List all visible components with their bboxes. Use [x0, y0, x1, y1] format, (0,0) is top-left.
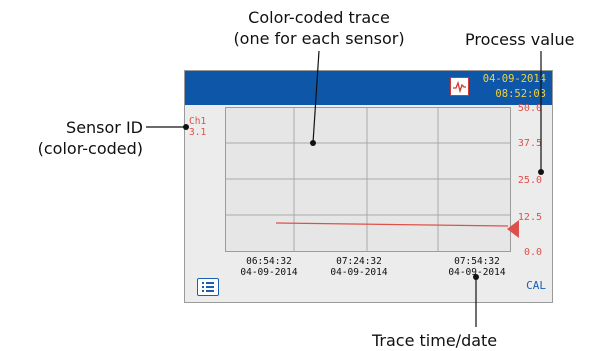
- leader-dot-trace: [310, 140, 316, 146]
- grid-lines: [226, 108, 510, 251]
- y-tick-1: 37.5: [517, 138, 542, 149]
- header-bar: 04-09-2014 08:52:03: [185, 71, 552, 105]
- sensor-trace: [275, 222, 509, 227]
- sensor-channel: Ch1: [189, 116, 207, 127]
- x-tick-0-time: 06:54:32: [246, 256, 292, 267]
- callout-sensor-line2: (color-coded): [37, 139, 143, 158]
- menu-list-icon: [202, 282, 214, 292]
- trend-chart-icon[interactable]: [450, 77, 469, 96]
- x-tick-2-date: 04-09-2014: [448, 267, 506, 278]
- leader-dot-process-value: [538, 169, 544, 175]
- x-tick-2: 07:54:32 04-09-2014: [432, 256, 522, 278]
- y-tick-3: 12.5: [517, 212, 542, 223]
- leader-dot-time-date: [473, 274, 479, 280]
- callout-trace: Color-coded trace (one for each sensor): [214, 7, 424, 49]
- y-tick-2: 25.0: [517, 175, 542, 186]
- sensor-id: Ch1 3.1: [189, 116, 206, 138]
- callout-process-value: Process value: [465, 30, 575, 49]
- callout-trace-line2: (one for each sensor): [233, 29, 405, 48]
- x-tick-1-time: 07:24:32: [336, 256, 382, 267]
- x-tick-1: 07:24:32 04-09-2014: [314, 256, 404, 278]
- callout-time-date: Trace time/date: [372, 331, 498, 350]
- plot-canvas: [226, 108, 510, 251]
- x-tick-0: 06:54:32 04-09-2014: [224, 256, 314, 278]
- cal-button[interactable]: CAL: [526, 279, 546, 292]
- header-date: 04-09-2014: [482, 73, 546, 85]
- leader-dot-sensor-id: [183, 124, 189, 130]
- callout-sensor-id: Sensor ID (color-coded): [0, 117, 143, 159]
- trend-chart-glyph: [453, 80, 466, 94]
- sensor-value: 3.1: [189, 127, 207, 138]
- header-time: 08:52:03: [495, 88, 546, 100]
- callout-sensor-line1: Sensor ID: [66, 118, 143, 137]
- y-tick-0: 50.0: [517, 103, 542, 114]
- callout-trace-line1: Color-coded trace: [248, 8, 390, 27]
- x-tick-0-date: 04-09-2014: [240, 267, 298, 278]
- recorder-screen: 04-09-2014 08:52:03 Ch1 3.1 50.0 37.5 25…: [184, 70, 553, 303]
- x-tick-2-time: 07:54:32: [454, 256, 500, 267]
- leader-trace: [312, 50, 320, 144]
- y-tick-4: 0.0: [523, 247, 542, 258]
- header-datetime: 04-09-2014 08:52:03: [483, 72, 546, 102]
- process-value-marker-icon: [507, 220, 519, 238]
- x-tick-1-date: 04-09-2014: [330, 267, 388, 278]
- menu-button[interactable]: [197, 278, 219, 296]
- trend-plot: [225, 107, 511, 252]
